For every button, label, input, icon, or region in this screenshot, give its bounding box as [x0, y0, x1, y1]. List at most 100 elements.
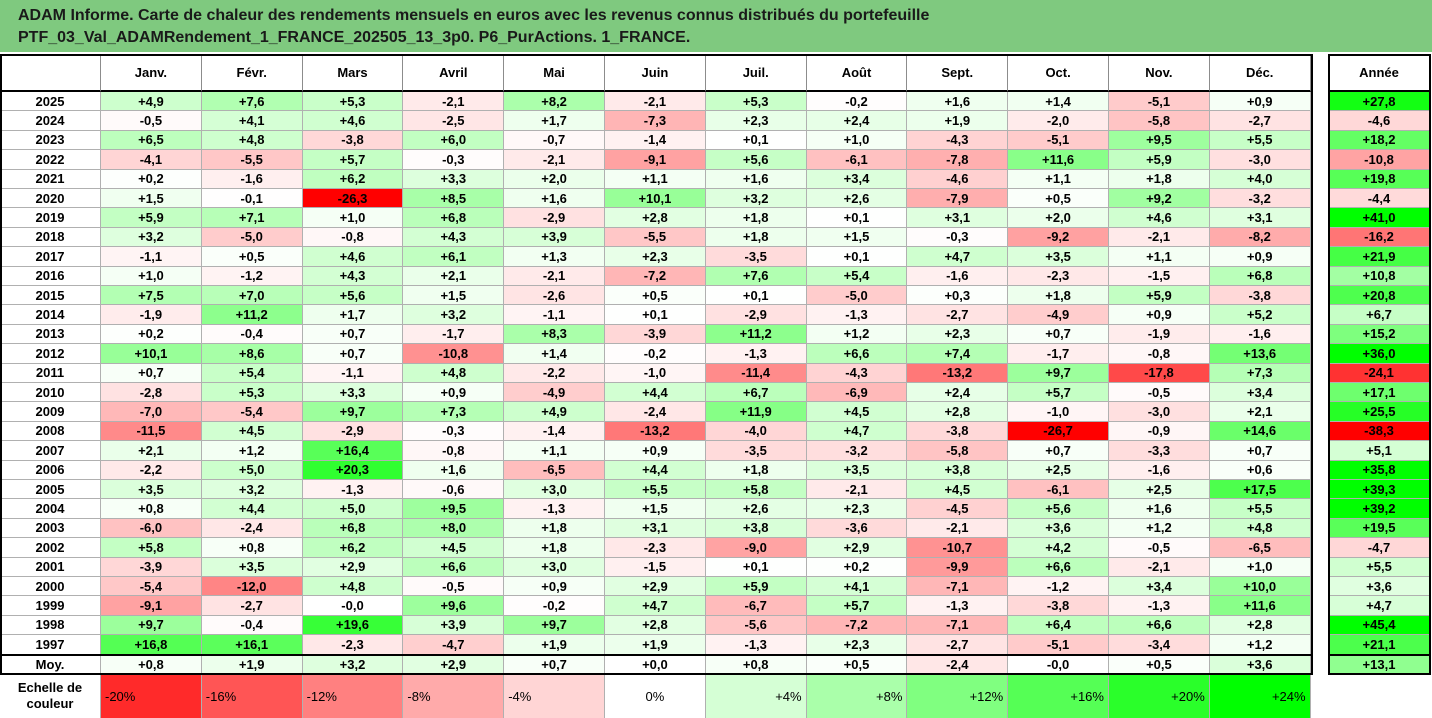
annual-cell: -4,4	[1329, 189, 1430, 209]
annual-cell: +15,2	[1329, 324, 1430, 345]
heatmap-cell: +1,8	[705, 460, 807, 480]
title-line-2: PTF_03_Val_ADAMRendement_1_FRANCE_202505…	[18, 29, 691, 46]
heatmap-cell: +0,7	[302, 344, 404, 364]
heatmap-cell: +3,3	[302, 383, 404, 403]
heatmap-cell: -3,6	[806, 518, 908, 539]
heatmap-cell: +17,5	[1209, 480, 1311, 500]
heatmap-cell: +3,0	[504, 557, 605, 577]
heatmap-cell: +6,1	[403, 247, 505, 267]
heatmap-cell: +1,6	[403, 460, 505, 480]
color-scale-label-line-2: couleur	[26, 696, 74, 712]
heatmap-cell: +3,3	[403, 169, 505, 189]
heatmap-cell: -6,5	[1209, 538, 1311, 558]
header-corner	[0, 54, 101, 92]
heatmap-cell: +0,7	[1008, 324, 1109, 345]
average-cell: -0,0	[1008, 654, 1109, 675]
heatmap-cell: +4,6	[1109, 208, 1210, 228]
heatmap-cell: +8,2	[504, 92, 605, 112]
row-year-label: 2000	[0, 577, 101, 597]
heatmap-cell: -0,8	[302, 227, 404, 248]
heatmap-cell: +9,7	[302, 402, 404, 422]
row-year-label: 2020	[0, 189, 101, 209]
heatmap-cell: +4,6	[302, 111, 404, 131]
heatmap-cell: -9,2	[1008, 227, 1109, 248]
color-scale-label-line-1: Echelle de	[17, 680, 83, 696]
heatmap-cell: +2,6	[806, 189, 908, 209]
heatmap-cell: -3,8	[1008, 596, 1109, 616]
heatmap-cell: +11,9	[705, 402, 807, 422]
heatmap-cell: -0,8	[1109, 344, 1210, 364]
heatmap-cell: -2,1	[403, 92, 505, 112]
row-year-label: 2022	[0, 150, 101, 170]
heatmap-cell: +3,4	[1109, 577, 1210, 597]
heatmap-cell: +4,5	[907, 480, 1009, 500]
heatmap-cell: +5,5	[1209, 499, 1311, 519]
heatmap-cell: +1,2	[1209, 635, 1311, 655]
heatmap-cell: +2,8	[907, 402, 1009, 422]
heatmap-cell: +3,6	[1008, 518, 1109, 539]
heatmap-cell: -2,7	[907, 305, 1009, 325]
color-scale-stop: +16%	[1008, 674, 1109, 718]
heatmap-cell: +1,0	[101, 266, 202, 286]
heatmap-cell: +3,5	[1008, 247, 1109, 267]
heatmap-cell: +3,4	[806, 169, 908, 189]
heatmap-cell: -5,1	[1109, 92, 1210, 112]
heatmap-cell: +0,7	[1008, 441, 1109, 461]
annual-cell: -4,7	[1329, 538, 1430, 558]
heatmap-cell: -10,7	[907, 538, 1009, 558]
heatmap-cell: -3,9	[605, 324, 706, 345]
heatmap-cell: +5,2	[1209, 305, 1311, 325]
heatmap-cell: +3,4	[1209, 383, 1311, 403]
heatmap-cell: -3,8	[1209, 286, 1311, 306]
row-year-label: 2024	[0, 111, 101, 131]
heatmap-cell: +5,3	[201, 383, 303, 403]
heatmap-cell: -4,3	[806, 363, 908, 383]
average-cell: +0,8	[101, 654, 202, 675]
heatmap-cell: +0,8	[101, 499, 202, 519]
heatmap-cell: -0,3	[403, 421, 505, 442]
heatmap-cell: -4,1	[101, 150, 202, 170]
heatmap-cell: -1,2	[201, 266, 303, 286]
heatmap-cell: -2,7	[201, 596, 303, 616]
heatmap-cell: +4,8	[1209, 518, 1311, 539]
heatmap-cell: -12,0	[201, 577, 303, 597]
heatmap-cell: -7,9	[907, 189, 1009, 209]
heatmap-cell: -1,9	[101, 305, 202, 325]
heatmap-cell: -2,1	[504, 150, 605, 170]
annual-cell: +25,5	[1329, 402, 1430, 422]
color-scale-stop: +8%	[806, 674, 908, 718]
heatmap-cell: +4,5	[403, 538, 505, 558]
average-separator-line	[0, 653, 1313, 656]
heatmap-cell: -0,2	[605, 344, 706, 364]
heatmap-cell: -2,7	[907, 635, 1009, 655]
annual-cell: +3,6	[1329, 577, 1430, 597]
heatmap-cell: +3,2	[403, 305, 505, 325]
heatmap-cell: +9,7	[101, 615, 202, 636]
heatmap-cell: +1,1	[605, 169, 706, 189]
heatmap-cell: -3,9	[101, 557, 202, 577]
row-year-label: 2012	[0, 344, 101, 364]
heatmap-cell: +4,1	[201, 111, 303, 131]
heatmap-cell: +3,8	[907, 460, 1009, 480]
heatmap-cell: -2,4	[605, 402, 706, 422]
column-header: Oct.	[1008, 54, 1109, 92]
heatmap-cell: +0,5	[1008, 189, 1109, 209]
heatmap-cell: +0,1	[705, 130, 807, 151]
column-header: Mai	[504, 54, 605, 92]
color-scale-stop: -20%	[101, 674, 202, 718]
average-cell: +3,2	[302, 654, 404, 675]
heatmap-cell: +2,4	[907, 383, 1009, 403]
heatmap-cell: -0,5	[403, 577, 505, 597]
heatmap-cell: +11,6	[1008, 150, 1109, 170]
heatmap-cell: +2,1	[101, 441, 202, 461]
annual-cell: -4,6	[1329, 111, 1430, 131]
heatmap-cell: -7,3	[605, 111, 706, 131]
row-year-label: 2003	[0, 518, 101, 539]
heatmap-cell: -9,1	[101, 596, 202, 616]
heatmap-cell: +4,6	[302, 247, 404, 267]
color-scale-stop: -12%	[302, 674, 404, 718]
heatmap-cell: +11,2	[201, 305, 303, 325]
heatmap-cell: +0,1	[705, 286, 807, 306]
annual-cell: +18,2	[1329, 130, 1430, 151]
heatmap-cell: +1,4	[1008, 92, 1109, 112]
